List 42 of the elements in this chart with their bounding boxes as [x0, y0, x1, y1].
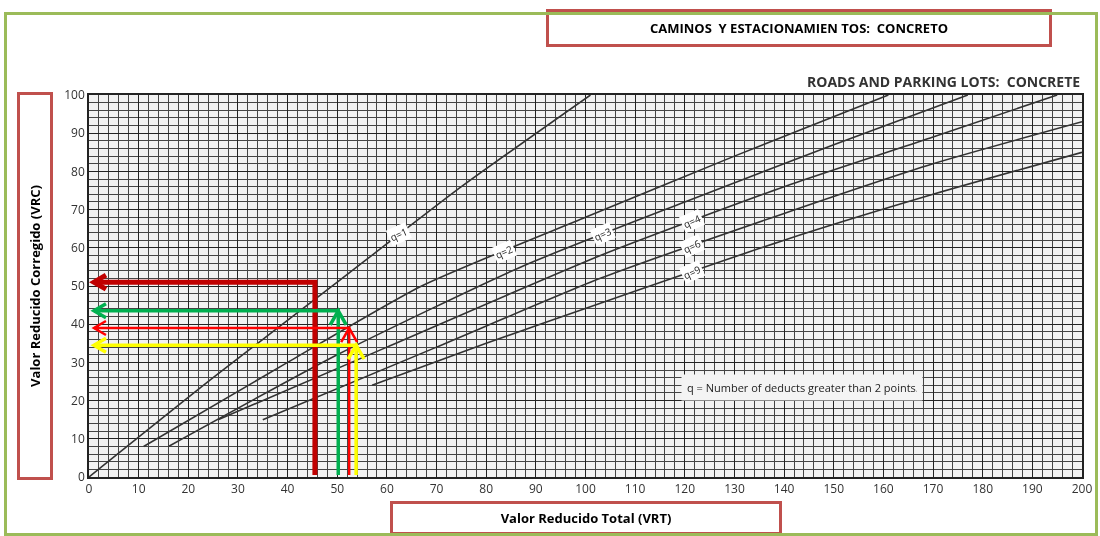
y-tick-label: 30 — [71, 353, 85, 371]
y-tick-label: 40 — [71, 315, 85, 333]
y-tick-label: 100 — [64, 86, 85, 104]
x-tick-label: 80 — [479, 480, 494, 498]
x-tick-label: 140 — [773, 480, 795, 498]
x-tick-label: 120 — [674, 480, 696, 498]
x-tick-label: 190 — [1022, 480, 1043, 498]
y-axis-title: Valor Reducido Corregido (VRC) — [26, 185, 44, 387]
y-tick-label: 0 — [77, 468, 85, 486]
x-axis-title: Valor Reducido Total (VRT) — [500, 509, 672, 527]
x-tick-label: 170 — [922, 480, 944, 498]
x-tick-label: 200 — [1071, 480, 1093, 498]
annotation: q = Number of deducts greater than 2 points. — [687, 380, 919, 395]
chart-subtitle: ROADS AND PARKING LOTS: CONCRETE — [807, 72, 1081, 91]
text: q=1 — [387, 224, 410, 245]
x-tick-label: 180 — [972, 480, 994, 498]
text: q=2 — [493, 241, 516, 262]
y-tick-label: 80 — [71, 162, 85, 180]
x-tick-label: 50 — [330, 480, 345, 498]
x-tick-label: 30 — [231, 480, 245, 498]
x-tick-label: 40 — [280, 480, 295, 498]
y-tick-label: 10 — [71, 430, 85, 447]
x-tick-label: 160 — [873, 480, 894, 498]
x-tick-label: 60 — [380, 480, 394, 498]
text: q=6 — [681, 236, 703, 257]
y-tick-label: 60 — [71, 239, 85, 256]
chart-title: CAMINOS Y ESTACIONAMIEN TOS: CONCRETO — [649, 19, 949, 37]
text: q=9 — [681, 262, 704, 283]
x-tick-label: 150 — [823, 480, 845, 498]
y-tick-label: 90 — [71, 124, 85, 142]
x-tick-label: 70 — [429, 480, 444, 498]
y-tick-label: 50 — [71, 277, 85, 295]
x-tick-label: 10 — [131, 480, 146, 498]
y-tick-label: 20 — [71, 391, 85, 409]
x-tick-label: 110 — [624, 480, 646, 498]
y-tick-label: 70 — [71, 200, 85, 218]
x-tick-label: 90 — [528, 480, 543, 498]
x-tick-label: 130 — [724, 480, 745, 498]
x-tick-label: 20 — [181, 480, 196, 498]
text: q=3 — [591, 224, 614, 245]
x-tick-label: 100 — [575, 480, 596, 498]
text: q=4 — [680, 211, 703, 232]
